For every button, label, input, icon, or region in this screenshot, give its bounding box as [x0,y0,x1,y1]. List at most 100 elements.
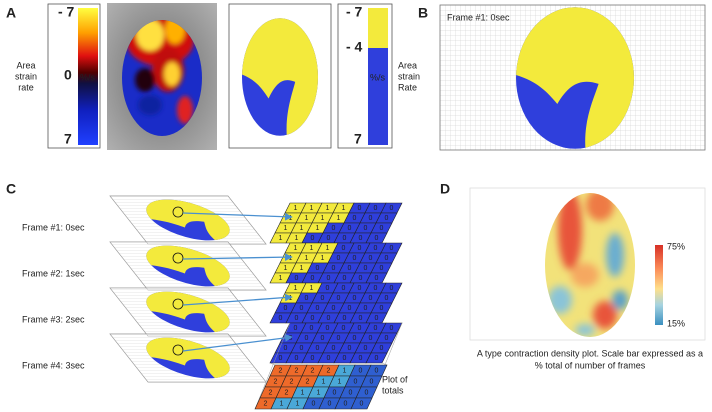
cell-value: 1 [289,295,293,302]
cell-value: 0 [353,255,357,262]
cell-value: 0 [358,205,362,212]
blob [606,233,624,277]
unit-label: %/s [80,72,96,82]
cell-value: 0 [342,325,346,332]
cell-value: 0 [316,265,320,272]
unit-label: %/s [370,72,386,82]
blob [177,96,193,124]
panel-label: A [6,5,16,21]
cell-value: 1 [342,205,346,212]
colorbar [78,8,98,145]
blob [136,20,164,51]
colorbar [368,8,388,48]
cell-value: 0 [316,305,320,312]
cell-value: 0 [390,245,394,252]
cell-value: 1 [322,378,326,385]
cell-value: 0 [390,205,394,212]
cell-value: 1 [296,400,300,407]
sample-marker [172,344,184,356]
cell-value: 2 [274,378,278,385]
cell-value: 0 [374,325,378,332]
cell-value: 0 [343,275,347,282]
cell-value: 0 [358,245,362,252]
sample-marker [172,206,184,218]
cell-value: 0 [311,315,315,322]
cell-value: 1 [289,215,293,222]
cell-value: 0 [385,335,389,342]
cell-value: 2 [311,367,315,374]
projection-line [254,322,291,410]
cell-value: 0 [353,215,357,222]
cell-value: 0 [353,335,357,342]
cell-value: 0 [333,389,337,396]
cell-value: 0 [348,265,352,272]
heatmap-blobs [126,20,194,124]
axis-title: Area [16,60,35,70]
tick-label: - 4 [346,39,363,55]
cell-value: 0 [374,285,378,292]
blob [571,263,599,287]
blob [575,324,595,336]
cell-value: 0 [349,389,353,396]
tick-label: 0 [64,67,72,83]
cell-value: 1 [321,215,325,222]
arrow [182,253,293,262]
cell-value: 1 [305,215,309,222]
cell-value: 0 [369,255,373,262]
cell-value: 1 [280,400,284,407]
cell-value: 1 [310,245,314,252]
cell-value: 0 [380,345,384,352]
panel-label: D [440,181,450,197]
cell-value: 0 [321,335,325,342]
cell-value: 0 [385,255,389,262]
cell-value: 0 [353,295,357,302]
scale-label: 75% [667,241,685,251]
cell-value: 0 [300,305,304,312]
cell-value: 1 [317,389,321,396]
frame-label: Frame #3: 2sec [22,314,85,324]
sample-marker [172,298,184,310]
cell-value: 0 [380,225,384,232]
density-blobs [548,193,628,336]
cell-value: 1 [294,245,298,252]
cell-value: 1 [295,235,299,242]
cell-value: 0 [337,335,341,342]
cell-value: 0 [380,265,384,272]
cell-value: 0 [390,285,394,292]
cell-value: 1 [310,285,314,292]
scale-label: 15% [667,318,685,328]
cell-value: 0 [374,245,378,252]
blob [135,68,155,92]
caption: % total of number of frames [535,360,646,370]
frame-label: Frame #1: 0sec [447,12,510,22]
axis-title: Rate [398,82,417,92]
cell-value: 1 [284,225,288,232]
cell-value: 0 [327,355,331,362]
cell-value: 0 [390,325,394,332]
cell-value: 0 [375,355,379,362]
frame-label: Frame #2: 1sec [22,268,85,278]
cell-value: 0 [358,325,362,332]
cell-value: 1 [294,205,298,212]
cell-value: 0 [332,345,336,352]
cell-value: 1 [338,378,342,385]
projection-line [381,362,388,366]
cell-value: 0 [294,325,298,332]
cell-value: 2 [285,389,289,396]
axis-title: rate [18,82,34,92]
cell-value: 0 [343,235,347,242]
sample-marker [172,252,184,264]
cell-value: 1 [321,255,325,262]
cell-value: 0 [344,400,348,407]
totals-label: Plot of [382,374,408,384]
cell-value: 0 [295,315,299,322]
projection-line [269,362,276,366]
cell-value: 0 [385,295,389,302]
cell-value: 0 [369,215,373,222]
colorbar [655,245,663,325]
cell-value: 1 [310,205,314,212]
cell-value: 0 [327,235,331,242]
colorbar [368,48,388,145]
cell-value: 0 [326,325,330,332]
cell-value: 0 [289,335,293,342]
